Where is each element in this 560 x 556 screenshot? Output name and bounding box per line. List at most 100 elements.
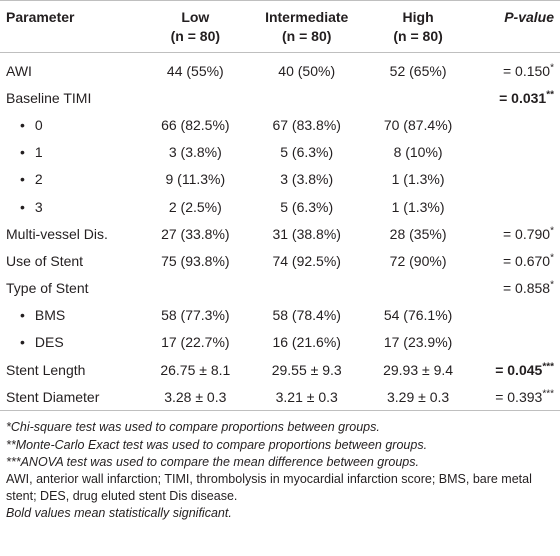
value-cell: 1 (1.3%): [391, 171, 445, 188]
value-cell: 52 (65%): [389, 62, 447, 79]
footnotes: *Chi-square test was used to compare pro…: [0, 411, 560, 522]
row-label: Use of Stent: [6, 252, 84, 269]
row-label: Baseline TIMI: [6, 89, 92, 106]
value-cell: [367, 84, 470, 111]
footnote: AWI, anterior wall infarction; TIMI, thr…: [6, 472, 532, 504]
p-value-cell: = 0.790*: [469, 220, 560, 247]
value-cell: 74 (92.5%): [272, 252, 341, 269]
row-label: Stent Diameter: [6, 388, 100, 405]
header-cell: Intermediate (n = 80): [247, 1, 367, 53]
value-cell: 17 (22.7%): [161, 334, 230, 351]
value-cell: 3 (3.8%): [168, 144, 222, 161]
p-mark: *: [550, 225, 554, 237]
table-body: AWI 44 (55%) 40 (50%) 52 (65%) = 0.150* Basel…: [0, 53, 560, 411]
footnote: ***ANOVA test was used to compare the me…: [6, 454, 419, 469]
value-cell: 40 (50%): [278, 62, 336, 79]
footnote: **Monte-Carlo Exact test was used to com…: [6, 437, 428, 452]
value-cell: 58 (78.4%): [272, 307, 341, 324]
p-value-cell: = 0.045***: [469, 356, 560, 383]
table-row: Baseline TIMI = 0.031**: [0, 84, 560, 111]
p-value-cell: [469, 111, 560, 138]
header-title: Low: [181, 9, 210, 25]
row-label: Stent Length: [6, 361, 86, 378]
value-cell: [144, 275, 247, 302]
p-value: = 0.858: [502, 280, 551, 297]
value-cell: [144, 84, 247, 111]
value-cell: 44 (55%): [166, 62, 224, 79]
value-cell: 16 (21.6%): [272, 334, 341, 351]
row-label: 1: [0, 139, 144, 166]
p-value: = 0.150: [502, 62, 551, 79]
value-cell: 2 (2.5%): [168, 198, 222, 215]
value-cell: [247, 84, 367, 111]
table-row: BMS 58 (77.3%) 58 (78.4%) 54 (76.1%): [0, 302, 560, 329]
value-cell: 9 (11.3%): [165, 171, 226, 188]
value-cell: 29.55 ± 9.3: [271, 361, 342, 378]
p-value-cell: [469, 329, 560, 356]
value-cell: 3.21 ± 0.3: [275, 388, 338, 405]
value-cell: 26.75 ± 8.1: [160, 361, 231, 378]
row-label: DES: [0, 329, 144, 356]
p-value-cell: [469, 302, 560, 329]
p-mark: *: [550, 252, 554, 264]
table-row: 0 66 (82.5%) 67 (83.8%) 70 (87.4%): [0, 111, 560, 138]
data-table: Parameter Low (n = 80) Intermediate (n = 8…: [0, 0, 560, 411]
value-cell: [367, 275, 470, 302]
table-row: DES 17 (22.7%) 16 (21.6%) 17 (23.9%): [0, 329, 560, 356]
table-row: Type of Stent = 0.858*: [0, 275, 560, 302]
row-label: 2: [0, 166, 144, 193]
row-label: 0: [0, 111, 144, 138]
p-mark: ***: [542, 388, 554, 400]
value-cell: 28 (35%): [389, 225, 447, 242]
value-cell: 17 (23.9%): [383, 334, 453, 351]
header-title: High: [402, 9, 434, 25]
value-cell: 1 (1.3%): [391, 198, 445, 215]
p-value-cell: = 0.858*: [469, 275, 560, 302]
table-row: AWI 44 (55%) 40 (50%) 52 (65%) = 0.150*: [0, 53, 560, 85]
value-cell: 67 (83.8%): [272, 116, 341, 133]
value-cell: 75 (93.8%): [161, 252, 230, 269]
value-cell: 72 (90%): [389, 252, 447, 269]
table-header: Parameter Low (n = 80) Intermediate (n = 8…: [0, 0, 560, 53]
header-title: Intermediate: [265, 9, 349, 25]
p-mark: *: [550, 61, 554, 73]
p-value: = 0.393: [495, 388, 543, 405]
table-row: Stent Length 26.75 ± 8.1 29.55 ± 9.3 29.93 …: [0, 356, 560, 383]
header-n: (n = 80): [393, 28, 443, 44]
value-cell: 66 (82.5%): [161, 116, 230, 133]
value-cell: 70 (87.4%): [383, 116, 453, 133]
header-cell: Parameter: [6, 9, 75, 25]
table-row: 3 2 (2.5%) 5 (6.3%) 1 (1.3%): [0, 193, 560, 220]
value-cell: 31 (38.8%): [272, 225, 341, 242]
p-mark: *: [550, 279, 554, 291]
value-cell: 29.93 ± 9.4: [383, 361, 454, 378]
header-n: (n = 80): [170, 28, 221, 44]
row-label: AWI: [6, 62, 32, 79]
value-cell: 3.29 ± 0.3: [386, 388, 450, 405]
value-cell: 58 (77.3%): [161, 307, 230, 324]
table-row: 1 3 (3.8%) 5 (6.3%) 8 (10%): [0, 139, 560, 166]
p-value-cell: [469, 193, 560, 220]
value-cell: 5 (6.3%): [280, 144, 334, 161]
value-cell: 5 (6.3%): [280, 198, 334, 215]
table-row: Multi-vessel Dis. 27 (33.8%) 31 (38.8%) 28 …: [0, 220, 560, 247]
p-value-cell: [469, 166, 560, 193]
p-value: = 0.045: [495, 361, 543, 378]
p-mark: ***: [542, 361, 554, 372]
p-value-cell: = 0.670*: [469, 247, 560, 274]
value-cell: [247, 275, 367, 302]
row-label: Multi-vessel Dis.: [6, 225, 108, 242]
row-label: Type of Stent: [6, 280, 89, 297]
p-value: = 0.031: [499, 89, 547, 106]
header-cell: High (n = 80): [367, 1, 470, 53]
header-n: (n = 80): [282, 28, 332, 44]
p-value-cell: [469, 139, 560, 166]
value-cell: 3.28 ± 0.3: [164, 388, 227, 405]
table-row: Stent Diameter 3.28 ± 0.3 3.21 ± 0.3 3.29 ±…: [0, 383, 560, 411]
row-label: BMS: [0, 302, 144, 329]
value-cell: 3 (3.8%): [280, 171, 334, 188]
p-value-cell: = 0.393***: [469, 383, 560, 411]
footnote: *Chi-square test was used to compare pro…: [6, 420, 380, 435]
header-cell: P-value: [504, 9, 554, 25]
